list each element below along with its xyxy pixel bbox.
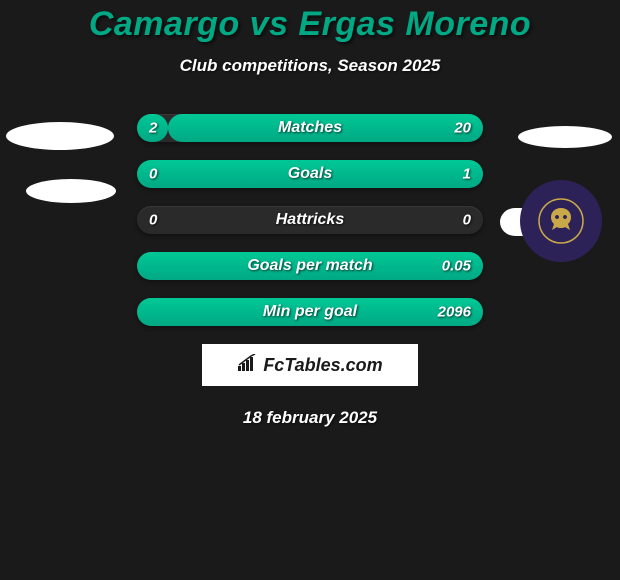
source-logo: FcTables.com	[202, 344, 418, 386]
stat-row: 2096Min per goal	[137, 298, 483, 326]
stat-row: 2 20Matches	[137, 114, 483, 142]
stat-label: Goals per match	[137, 257, 483, 275]
comparison-title: Camargo vs Ergas Moreno	[0, 5, 620, 44]
stat-label: Goals	[137, 165, 483, 183]
club-left-logo-placeholder	[26, 179, 116, 203]
stat-row: 0.05Goals per match	[137, 252, 483, 280]
comparison-subtitle: Club competitions, Season 2025	[0, 56, 620, 76]
stat-value-right: 0	[463, 212, 471, 229]
stat-value-right: 20	[454, 120, 471, 137]
stat-label: Matches	[137, 119, 483, 137]
player-right-photo-placeholder	[518, 126, 612, 148]
player-left-photo-placeholder	[6, 122, 114, 150]
stat-label: Min per goal	[137, 303, 483, 321]
stat-value-right: 0.05	[442, 258, 471, 275]
stat-row: 0 1Goals	[137, 160, 483, 188]
club-right-badge	[520, 180, 602, 262]
source-logo-text: FcTables.com	[263, 355, 382, 376]
stat-value-left: 0	[149, 166, 157, 183]
stat-value-right: 2096	[438, 304, 471, 321]
snapshot-date: 18 february 2025	[0, 408, 620, 428]
stat-value-left: 0	[149, 212, 157, 229]
stat-value-left: 2	[149, 120, 157, 137]
stat-value-right: 1	[463, 166, 471, 183]
chart-icon	[237, 354, 259, 377]
stat-row: 0 0Hattricks	[137, 206, 483, 234]
stat-label: Hattricks	[137, 211, 483, 229]
